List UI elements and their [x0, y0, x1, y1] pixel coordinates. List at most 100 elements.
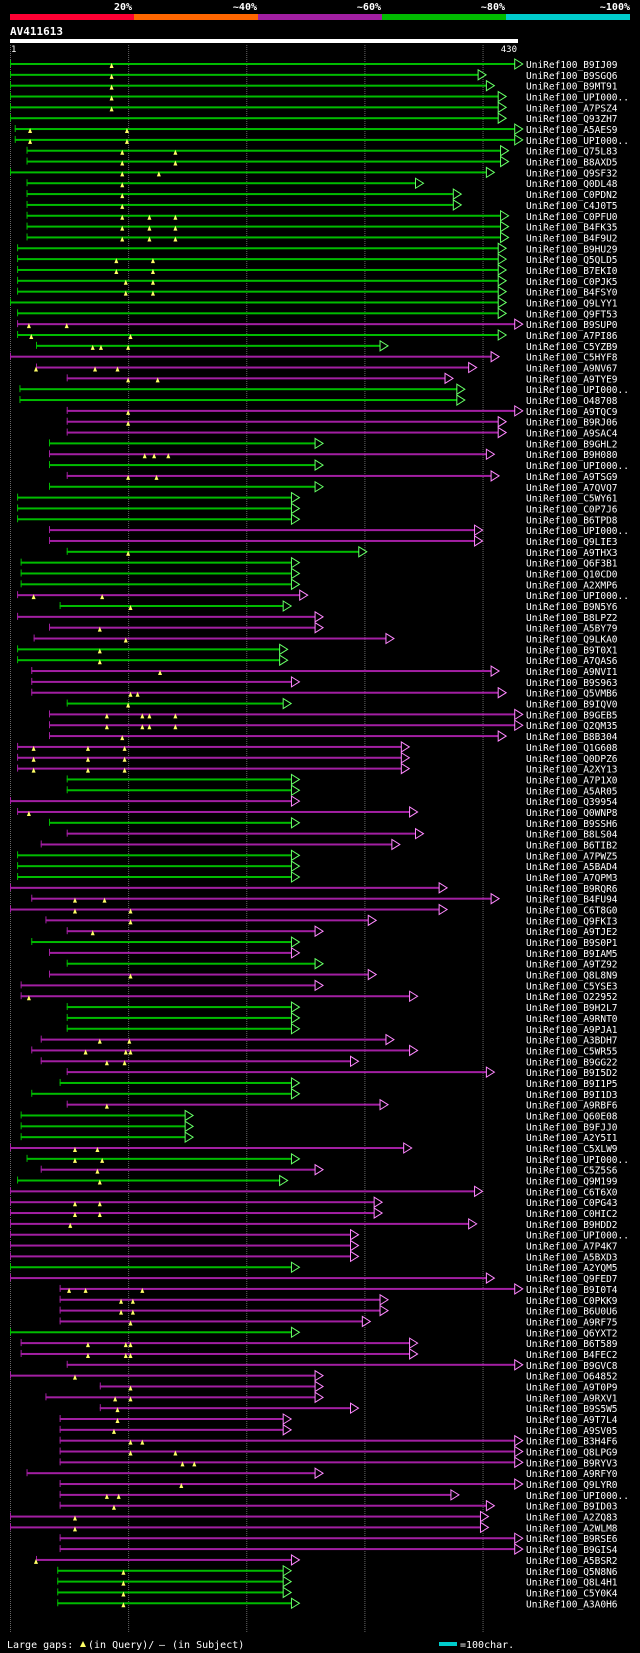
- hit-label[interactable]: UniRef100_B9RYV3: [526, 1458, 618, 1469]
- hit-label[interactable]: UniRef100_C0P7J6: [526, 504, 618, 515]
- hit-label[interactable]: UniRef100_A2WLM8: [526, 1523, 618, 1534]
- hit-label[interactable]: UniRef100_Q8L8N9: [526, 971, 618, 982]
- hit-row[interactable]: UniRef100_B9RQR6: [10, 881, 618, 895]
- hit-row[interactable]: UniRef100_B9RSE6: [59, 1532, 618, 1545]
- hit-label[interactable]: UniRef100_A9PJA1: [526, 1025, 618, 1036]
- hit-row[interactable]: UniRef100_C6T6X0: [10, 1185, 618, 1198]
- hit-label[interactable]: UniRef100_A2XY13: [526, 765, 618, 776]
- hit-row[interactable]: UniRef100_Q9M199: [17, 1174, 618, 1188]
- hit-row[interactable]: UniRef100_A7QAS6: [17, 654, 618, 667]
- hit-row[interactable]: UniRef100_B9GHL2: [48, 437, 618, 450]
- hit-row[interactable]: UniRef100_C6T8G0: [10, 903, 618, 917]
- hit-label[interactable]: UniRef100_C0PFU0: [526, 212, 618, 223]
- hit-row[interactable]: UniRef100_Q9FED7: [10, 1272, 618, 1285]
- hit-row[interactable]: UniRef100_A9TQC9: [66, 404, 618, 418]
- hit-row[interactable]: UniRef100_A9RXV1: [45, 1391, 618, 1404]
- hit-row[interactable]: UniRef100_B9IAM5: [48, 946, 618, 960]
- hit-label[interactable]: UniRef100_A9THX3: [526, 548, 618, 559]
- hit-label[interactable]: UniRef100_A5BY79: [526, 624, 618, 635]
- hit-label[interactable]: UniRef100_B4F9U2: [526, 233, 618, 244]
- hit-row[interactable]: UniRef100_C5WY61: [17, 491, 618, 505]
- hit-label[interactable]: UniRef100_B9IAM5: [526, 949, 618, 960]
- hit-row[interactable]: UniRef100_Q60E08: [20, 1109, 618, 1122]
- hit-row[interactable]: UniRef100_A2XMP6: [20, 578, 618, 591]
- hit-label[interactable]: UniRef100_B9GVC8: [526, 1361, 618, 1372]
- hit-row[interactable]: UniRef100_Q5QLD5: [17, 253, 618, 266]
- hit-label[interactable]: UniRef100_UPI000..: [526, 1231, 629, 1242]
- hit-label[interactable]: UniRef100_A7PWZ5: [526, 851, 618, 862]
- hit-label[interactable]: UniRef100_UPI000..: [526, 1155, 629, 1166]
- hit-row[interactable]: UniRef100_C0PKK9: [59, 1293, 618, 1307]
- hit-label[interactable]: UniRef100_A9TZ92: [526, 960, 618, 971]
- hit-label[interactable]: UniRef100_C0PDN2: [526, 190, 618, 201]
- hit-label[interactable]: UniRef100_C0PKK9: [526, 1296, 618, 1307]
- hit-row[interactable]: UniRef100_C5WR55: [31, 1044, 618, 1057]
- hit-label[interactable]: UniRef100_O22952: [526, 992, 618, 1003]
- hit-label[interactable]: UniRef100_B9RJ06: [526, 418, 618, 429]
- hit-row[interactable]: UniRef100_Q2QM35: [48, 719, 618, 732]
- hit-label[interactable]: UniRef100_UPI000..: [526, 93, 629, 104]
- hit-row[interactable]: UniRef100_O22952: [20, 990, 618, 1003]
- hit-label[interactable]: UniRef100_C0HIC2: [526, 1209, 618, 1220]
- hit-label[interactable]: UniRef100_Q9LKA0: [526, 635, 618, 646]
- hit-label[interactable]: UniRef100_Q9FKI3: [526, 916, 618, 927]
- hit-row[interactable]: UniRef100_A7PWZ5: [17, 849, 618, 862]
- hit-row[interactable]: UniRef100_UPI000..: [10, 90, 629, 104]
- hit-label[interactable]: UniRef100_C5WR55: [526, 1046, 618, 1057]
- hit-label[interactable]: UniRef100_A9T0P9: [526, 1382, 618, 1393]
- hit-label[interactable]: UniRef100_Q10CD0: [526, 569, 618, 580]
- hit-row[interactable]: UniRef100_B3H4F6: [59, 1434, 618, 1448]
- hit-label[interactable]: UniRef100_A2Y5I1: [526, 1133, 618, 1144]
- hit-label[interactable]: UniRef100_A7PSZ4: [526, 103, 618, 114]
- hit-row[interactable]: UniRef100_Q9LYR0: [59, 1478, 618, 1491]
- hit-row[interactable]: UniRef100_A9TZ92: [66, 957, 618, 971]
- hit-label[interactable]: UniRef100_A2XMP6: [526, 580, 618, 591]
- hit-label[interactable]: UniRef100_B9I1D3: [526, 1090, 618, 1101]
- hit-label[interactable]: UniRef100_B9S0P1: [526, 938, 618, 949]
- hit-row[interactable]: UniRef100_UPI000..: [26, 1152, 629, 1166]
- hit-row[interactable]: UniRef100_A9NVI1: [31, 665, 618, 678]
- hit-row[interactable]: UniRef100_B9H2L7: [66, 1001, 618, 1014]
- hit-label[interactable]: UniRef100_B9H2L7: [526, 1003, 618, 1014]
- hit-label[interactable]: UniRef100_B4FEC2: [526, 1350, 618, 1361]
- hit-label[interactable]: UniRef100_A9NV67: [526, 364, 618, 375]
- hit-label[interactable]: UniRef100_B9SSH6: [526, 819, 618, 830]
- hit-label[interactable]: UniRef100_B9FJJ0: [526, 1122, 618, 1133]
- hit-label[interactable]: UniRef100_B9RQR6: [526, 884, 618, 895]
- hit-row[interactable]: UniRef100_B9GVC8: [66, 1358, 618, 1372]
- hit-row[interactable]: UniRef100_B9IQV0: [66, 697, 618, 711]
- hit-row[interactable]: UniRef100_C5Z5S6: [40, 1163, 618, 1177]
- hit-row[interactable]: UniRef100_A5BAD4: [17, 860, 618, 873]
- hit-label[interactable]: UniRef100_B9GEB5: [526, 710, 618, 721]
- hit-row[interactable]: UniRef100_Q0WNP8: [17, 806, 618, 819]
- hit-label[interactable]: UniRef100_B9MT91: [526, 82, 618, 93]
- hit-label[interactable]: UniRef100_Q5QLD5: [526, 255, 618, 266]
- hit-row[interactable]: UniRef100_B6TPD8: [17, 513, 618, 526]
- hit-label[interactable]: UniRef100_UPI000..: [526, 461, 629, 472]
- hit-row[interactable]: UniRef100_B9MT91: [10, 79, 618, 93]
- hit-row[interactable]: UniRef100_UPI000..: [19, 383, 629, 396]
- hit-row[interactable]: UniRef100_A7P4K7: [10, 1239, 618, 1253]
- hit-label[interactable]: UniRef100_Q5VMB6: [526, 689, 618, 700]
- hit-row[interactable]: UniRef100_A9TJE2: [66, 925, 618, 938]
- hit-label[interactable]: UniRef100_B8LPZ2: [526, 613, 618, 624]
- hit-row[interactable]: UniRef100_Q5N8N6: [57, 1564, 618, 1578]
- hit-row[interactable]: UniRef100_C0P7J6: [17, 502, 618, 515]
- hit-row[interactable]: UniRef100_A9THX3: [66, 545, 618, 559]
- hit-row[interactable]: UniRef100_O48708: [19, 394, 618, 407]
- hit-row[interactable]: UniRef100_Q10CD0: [20, 567, 618, 580]
- hit-label[interactable]: UniRef100_A7QVQ7: [526, 483, 618, 494]
- hit-row[interactable]: UniRef100_B9I1P5: [59, 1077, 618, 1090]
- hit-row[interactable]: UniRef100_B9ID03: [59, 1499, 618, 1513]
- hit-label[interactable]: UniRef100_B9GIS4: [526, 1545, 618, 1556]
- hit-row[interactable]: UniRef100_UPI000..: [48, 459, 629, 472]
- hit-label[interactable]: UniRef100_A9RXV1: [526, 1393, 618, 1404]
- hit-row[interactable]: UniRef100_A5AR05: [66, 784, 618, 797]
- hit-label[interactable]: UniRef100_UPI000..: [526, 526, 629, 537]
- hit-row[interactable]: UniRef100_Q8L4H1: [57, 1575, 618, 1589]
- hit-row[interactable]: UniRef100_A7QVQ7: [48, 480, 618, 494]
- hit-label[interactable]: UniRef100_Q9FED7: [526, 1274, 618, 1285]
- hit-row[interactable]: UniRef100_A7PSZ4: [10, 101, 618, 114]
- hit-label[interactable]: UniRef100_Q93ZH7: [526, 114, 618, 125]
- hit-label[interactable]: UniRef100_A9TYE9: [526, 374, 618, 385]
